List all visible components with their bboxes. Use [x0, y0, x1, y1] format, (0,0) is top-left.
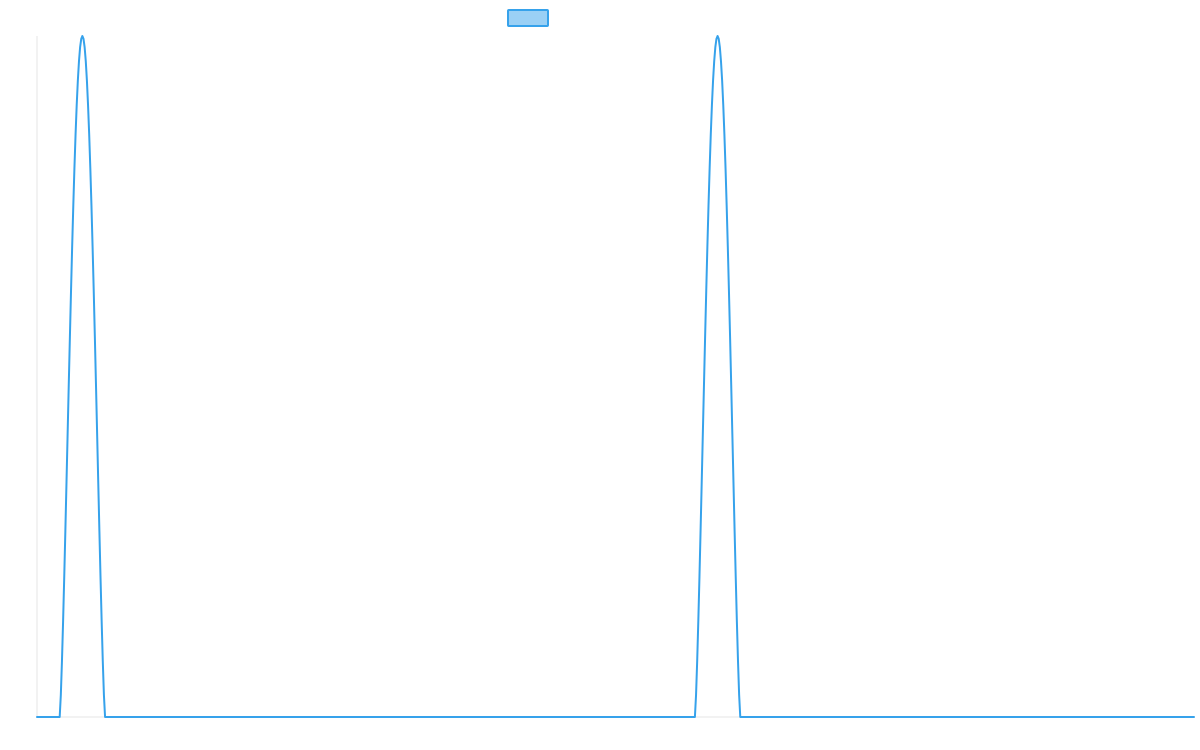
legend-swatch[interactable] — [507, 9, 549, 27]
series-line — [36, 35, 1195, 718]
